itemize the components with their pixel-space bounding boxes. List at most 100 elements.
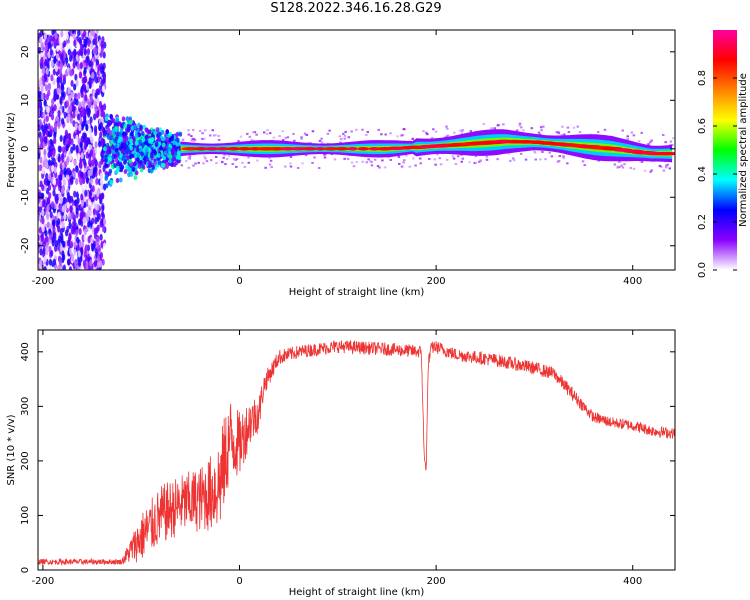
heatmap-cell: [45, 173, 49, 181]
heatmap-cell: [93, 260, 97, 268]
heatmap-xlabel: Height of straight line (km): [289, 287, 425, 298]
heatmap-cell: [79, 141, 83, 149]
heatmap-cell: [367, 158, 370, 161]
heatmap-cell: [66, 258, 71, 266]
colorbar-tick-label: 0.8: [697, 70, 708, 86]
heatmap-cell: [128, 158, 132, 164]
heatmap-cell: [52, 78, 56, 86]
heatmap-cell: [75, 134, 79, 142]
heatmap-cell: [217, 134, 220, 137]
heatmap-cell: [192, 129, 195, 132]
heatmap-cell: [48, 258, 53, 266]
heatmap-cell: [42, 199, 46, 207]
heatmap-cell: [40, 49, 44, 57]
heatmap-cell: [637, 140, 641, 143]
heatmap-cell: [65, 138, 69, 146]
heatmap-cell: [59, 174, 63, 182]
heatmap-cell: [69, 241, 74, 249]
heatmap-cell: [44, 44, 48, 52]
heatmap-cell: [47, 51, 51, 59]
heatmap-cell: [101, 192, 105, 200]
heatmap-cell: [104, 116, 109, 122]
heatmap-cell: [87, 110, 91, 118]
heatmap-cell: [366, 131, 370, 134]
heatmap-cell: [433, 158, 437, 161]
heatmap-cell: [83, 250, 87, 258]
heatmap-cell: [43, 99, 47, 107]
heatmap-cell: [80, 152, 84, 160]
heatmap-cell: [160, 129, 165, 135]
heatmap-cell: [39, 259, 43, 267]
heatmap-cell: [39, 142, 44, 150]
heatmap-cell: [73, 92, 77, 100]
heatmap-cell: [60, 52, 64, 60]
heatmap-cell: [560, 133, 564, 136]
heatmap-cell: [80, 90, 84, 98]
heatmap-cell: [108, 168, 113, 174]
heatmap-cell: [343, 157, 346, 160]
colorbar-label: Normalized spectral amplitude: [738, 73, 749, 227]
heatmap-cell: [231, 163, 234, 166]
heatmap-cell: [126, 146, 130, 152]
heatmap-cell: [343, 137, 347, 140]
heatmap-cell: [94, 141, 98, 149]
heatmap-cell: [74, 73, 78, 81]
heatmap-cell: [243, 165, 247, 168]
heatmap-cell: [344, 130, 347, 133]
heatmap-cell: [100, 67, 104, 75]
heatmap-cell: [502, 123, 505, 126]
heatmap-cell: [80, 43, 84, 51]
heatmap-cell: [73, 248, 77, 256]
heatmap-cell: [82, 216, 86, 224]
heatmap-cell: [96, 110, 100, 118]
heatmap-cell: [493, 127, 497, 130]
heatmap-cell: [89, 77, 93, 85]
heatmap-cell: [616, 165, 620, 168]
heatmap-cell: [461, 157, 465, 160]
heatmap-cell: [623, 163, 626, 166]
heatmap-cell: [38, 118, 42, 126]
carrier-peak: [357, 146, 370, 151]
heatmap-cell: [293, 139, 296, 142]
heatmap-cell: [618, 160, 622, 163]
heatmap-cell: [89, 95, 93, 103]
heatmap-cell: [662, 169, 666, 172]
heatmap-cell: [80, 49, 84, 57]
carrier-peak: [226, 146, 241, 151]
heatmap-cell: [98, 101, 103, 109]
snr-ytick-label: 100: [20, 506, 31, 525]
heatmap-cell: [76, 113, 81, 121]
heatmap-cell: [68, 266, 73, 270]
heatmap-cell: [347, 136, 351, 139]
heatmap-cell: [78, 101, 82, 109]
heatmap-cell: [313, 156, 316, 159]
heatmap-cell: [95, 177, 99, 185]
heatmap-cell: [137, 163, 142, 169]
heatmap-cell: [519, 152, 523, 155]
colorbar-tick-label: 0.2: [697, 214, 708, 230]
heatmap-cell: [93, 100, 98, 108]
heatmap-cell: [214, 134, 217, 137]
heatmap-cell: [144, 147, 149, 153]
heatmap-cell: [234, 158, 237, 161]
heatmap-cell: [209, 159, 213, 162]
heatmap-cell: [133, 175, 138, 181]
heatmap-cell: [161, 142, 166, 148]
heatmap-cell: [175, 132, 180, 138]
heatmap-cell: [38, 101, 41, 109]
heatmap-cell: [68, 212, 72, 220]
heatmap-cell: [76, 236, 80, 244]
heatmap-cell: [91, 71, 95, 79]
heatmap-cell: [61, 205, 65, 213]
heatmap-cell: [53, 88, 57, 96]
heatmap-cell: [217, 138, 221, 141]
heatmap-cell: [91, 159, 95, 167]
heatmap-cell: [405, 154, 408, 157]
heatmap-cell: [91, 244, 95, 252]
heatmap-cell: [518, 122, 522, 125]
heatmap-cell: [82, 76, 87, 84]
heatmap-cell: [100, 150, 104, 158]
heatmap-cell: [58, 203, 63, 211]
heatmap-cell: [320, 137, 323, 140]
